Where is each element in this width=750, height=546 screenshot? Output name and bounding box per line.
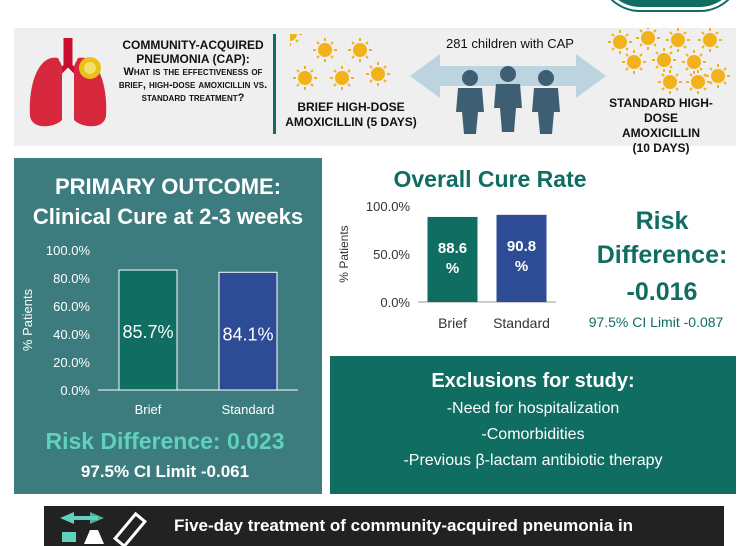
primary-risk-difference: Risk Difference: 0.023 [45,428,285,454]
primary-ci-limit: 97.5% CI Limit -0.061 [80,462,250,481]
overall-cure-title: Overall Cure Rate [393,166,587,192]
y-tick-label: 50.0% [373,247,410,262]
cure-risk-line2: Difference: [596,241,728,269]
y-tick-label: 40.0% [53,327,90,342]
y-tick-label: 100.0% [366,199,411,214]
bar-value-label: % [446,260,459,277]
footer-banner: Five-day treatment of community-acquired… [44,506,724,546]
children-count-label: 281 children with CAP [446,36,574,51]
bar-value-label: 85.7% [122,322,173,342]
lungs-icon [29,38,107,127]
standard-label-line1: STANDARD HIGH-DOSE [609,96,713,125]
cap-question: What is the effectiveness of brief, high… [118,66,268,104]
exclusion-item: -Need for hospitalization [446,400,620,417]
exclusion-item: -Previous β-lactam antibiotic therapy [403,452,663,469]
exclusion-item: -Comorbidities [481,426,585,443]
cure-risk-difference-label: Risk Difference: [588,204,736,272]
person-icon [456,70,484,134]
x-category-label: Standard [493,315,550,331]
brief-treatment-label: BRIEF HIGH-DOSE AMOXICILLIN (5 DAYS) [285,100,417,129]
y-tick-label: 60.0% [53,299,90,314]
cap-title: COMMUNITY-ACQUIRED PNEUMONIA (CAP): [122,38,264,66]
banner-divider [273,34,276,134]
standard-label-line2: AMOXICILLIN [622,126,700,140]
bar-value-label: 88.6 [438,240,467,257]
y-tick-label: 100.0% [46,243,91,258]
cure-risk-difference-value: -0.016 [626,278,698,306]
sun-icon [290,34,302,46]
x-category-label: Standard [222,402,275,417]
bar-value-label: % [515,258,528,275]
footer-icon [60,511,147,546]
y-tick-label: 0.0% [380,295,410,310]
bar [496,214,547,302]
bar [218,271,278,391]
primary-title-line1: PRIMARY OUTCOME: [54,174,282,199]
bar [118,269,178,391]
primary-title-line2: Clinical Cure at 2-3 weeks [32,204,304,229]
standard-treatment-label: STANDARD HIGH-DOSE AMOXICILLIN (10 DAYS) [596,96,726,156]
primary-outcome-title: PRIMARY OUTCOME: Clinical Cure at 2-3 we… [14,172,322,232]
bar [427,216,478,302]
person-icon [532,70,560,134]
cure-risk-line1: Risk [635,207,689,235]
x-category-label: Brief [135,402,162,417]
top-banner [14,28,736,146]
exclusions-panel: Exclusions for study: -Need for hospital… [330,356,736,494]
comparison-graphic [410,54,606,134]
footer-text: Five-day treatment of community-acquired… [174,516,634,535]
y-axis-label: % Patients [337,225,351,282]
y-tick-label: 0.0% [60,383,90,398]
bar-value-label: 90.8 [507,238,536,255]
cure-ci-limit: 97.5% CI Limit -0.087 [588,314,724,330]
exclusions-title: Exclusions for study: [431,370,635,392]
y-tick-label: 20.0% [53,355,90,370]
cap-description: COMMUNITY-ACQUIRED PNEUMONIA (CAP): What… [118,38,268,105]
sun-icon-group-brief [290,34,391,91]
standard-label-line3: (10 DAYS) [632,141,690,155]
x-category-label: Brief [438,315,467,331]
bar-value-label: 84.1% [222,324,273,344]
y-tick-label: 80.0% [53,271,90,286]
y-axis-label: % Patients [20,288,35,351]
person-icon [494,66,522,132]
